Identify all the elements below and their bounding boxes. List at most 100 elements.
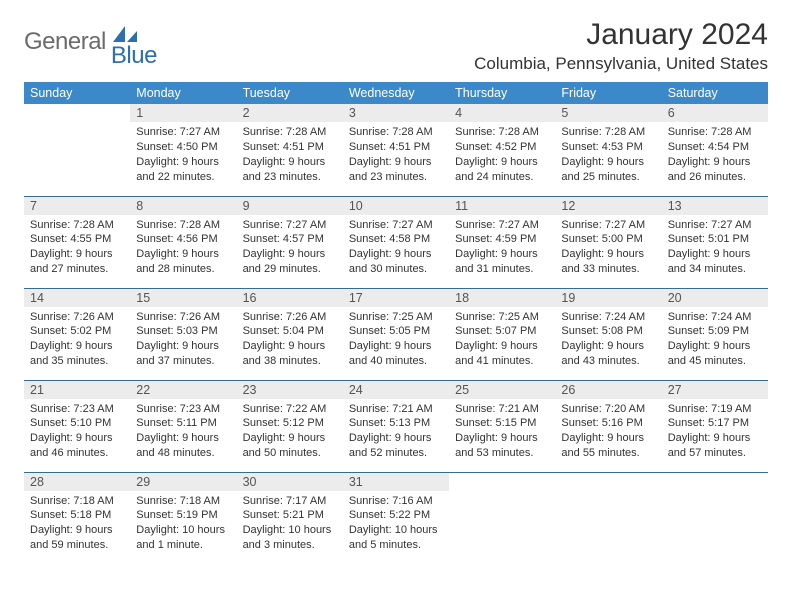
sunrise: Sunrise: 7:27 AM xyxy=(668,218,762,233)
weekday-header: Wednesday xyxy=(343,82,449,104)
day-data: Sunrise: 7:21 AMSunset: 5:15 PMDaylight:… xyxy=(449,399,555,467)
daylight-line2: and 55 minutes. xyxy=(561,446,655,461)
daylight-line1: Daylight: 9 hours xyxy=(136,247,230,262)
daylight-line1: Daylight: 9 hours xyxy=(455,155,549,170)
daylight-line2: and 34 minutes. xyxy=(668,262,762,277)
day-number: 21 xyxy=(24,381,130,399)
calendar-cell: 1Sunrise: 7:27 AMSunset: 4:50 PMDaylight… xyxy=(130,104,236,196)
day-number: 1 xyxy=(130,104,236,122)
day-data: Sunrise: 7:28 AMSunset: 4:53 PMDaylight:… xyxy=(555,122,661,190)
calendar-body: 1Sunrise: 7:27 AMSunset: 4:50 PMDaylight… xyxy=(24,104,768,564)
daylight-line1: Daylight: 9 hours xyxy=(243,247,337,262)
day-data: Sunrise: 7:20 AMSunset: 5:16 PMDaylight:… xyxy=(555,399,661,467)
calendar-cell xyxy=(24,104,130,196)
sunrise: Sunrise: 7:27 AM xyxy=(561,218,655,233)
day-number: 12 xyxy=(555,197,661,215)
calendar-cell: 19Sunrise: 7:24 AMSunset: 5:08 PMDayligh… xyxy=(555,288,661,380)
calendar-cell: 25Sunrise: 7:21 AMSunset: 5:15 PMDayligh… xyxy=(449,380,555,472)
sunset: Sunset: 4:51 PM xyxy=(349,140,443,155)
sunset: Sunset: 5:17 PM xyxy=(668,416,762,431)
sunrise: Sunrise: 7:23 AM xyxy=(30,402,124,417)
calendar-cell: 16Sunrise: 7:26 AMSunset: 5:04 PMDayligh… xyxy=(237,288,343,380)
daylight-line1: Daylight: 9 hours xyxy=(30,247,124,262)
day-data: Sunrise: 7:27 AMSunset: 5:00 PMDaylight:… xyxy=(555,215,661,283)
calendar-cell: 23Sunrise: 7:22 AMSunset: 5:12 PMDayligh… xyxy=(237,380,343,472)
calendar-cell: 26Sunrise: 7:20 AMSunset: 5:16 PMDayligh… xyxy=(555,380,661,472)
day-number: 14 xyxy=(24,289,130,307)
daylight-line2: and 40 minutes. xyxy=(349,354,443,369)
calendar-cell: 24Sunrise: 7:21 AMSunset: 5:13 PMDayligh… xyxy=(343,380,449,472)
sunset: Sunset: 4:57 PM xyxy=(243,232,337,247)
daylight-line1: Daylight: 9 hours xyxy=(136,339,230,354)
weekday-header: Monday xyxy=(130,82,236,104)
daylight-line2: and 52 minutes. xyxy=(349,446,443,461)
day-number: 20 xyxy=(662,289,768,307)
day-number: 27 xyxy=(662,381,768,399)
daylight-line2: and 28 minutes. xyxy=(136,262,230,277)
sunrise: Sunrise: 7:28 AM xyxy=(243,125,337,140)
sunset: Sunset: 5:15 PM xyxy=(455,416,549,431)
sunrise: Sunrise: 7:28 AM xyxy=(136,218,230,233)
day-number: 8 xyxy=(130,197,236,215)
daylight-line1: Daylight: 9 hours xyxy=(349,339,443,354)
sunset: Sunset: 5:18 PM xyxy=(30,508,124,523)
calendar-page: General Blue January 2024 Columbia, Penn… xyxy=(0,0,792,576)
logo: General Blue xyxy=(24,24,187,59)
daylight-line2: and 46 minutes. xyxy=(30,446,124,461)
sunset: Sunset: 5:21 PM xyxy=(243,508,337,523)
sunset: Sunset: 5:19 PM xyxy=(136,508,230,523)
sunrise: Sunrise: 7:17 AM xyxy=(243,494,337,509)
sunrise: Sunrise: 7:26 AM xyxy=(243,310,337,325)
daylight-line1: Daylight: 9 hours xyxy=(668,247,762,262)
calendar-table: SundayMondayTuesdayWednesdayThursdayFrid… xyxy=(24,82,768,564)
daylight-line1: Daylight: 9 hours xyxy=(30,431,124,446)
calendar-week: 1Sunrise: 7:27 AMSunset: 4:50 PMDaylight… xyxy=(24,104,768,196)
calendar-cell: 30Sunrise: 7:17 AMSunset: 5:21 PMDayligh… xyxy=(237,472,343,564)
day-data: Sunrise: 7:27 AMSunset: 5:01 PMDaylight:… xyxy=(662,215,768,283)
sunset: Sunset: 5:22 PM xyxy=(349,508,443,523)
daylight-line2: and 5 minutes. xyxy=(349,538,443,553)
calendar-cell: 28Sunrise: 7:18 AMSunset: 5:18 PMDayligh… xyxy=(24,472,130,564)
sunrise: Sunrise: 7:28 AM xyxy=(30,218,124,233)
day-data: Sunrise: 7:23 AMSunset: 5:10 PMDaylight:… xyxy=(24,399,130,467)
sunrise: Sunrise: 7:21 AM xyxy=(455,402,549,417)
weekday-header: Sunday xyxy=(24,82,130,104)
daylight-line2: and 26 minutes. xyxy=(668,170,762,185)
calendar-cell: 21Sunrise: 7:23 AMSunset: 5:10 PMDayligh… xyxy=(24,380,130,472)
calendar-cell: 11Sunrise: 7:27 AMSunset: 4:59 PMDayligh… xyxy=(449,196,555,288)
sunset: Sunset: 5:00 PM xyxy=(561,232,655,247)
day-data: Sunrise: 7:26 AMSunset: 5:03 PMDaylight:… xyxy=(130,307,236,375)
day-data: Sunrise: 7:28 AMSunset: 4:52 PMDaylight:… xyxy=(449,122,555,190)
calendar-cell: 18Sunrise: 7:25 AMSunset: 5:07 PMDayligh… xyxy=(449,288,555,380)
daylight-line1: Daylight: 9 hours xyxy=(561,431,655,446)
sunset: Sunset: 5:02 PM xyxy=(30,324,124,339)
calendar-cell: 6Sunrise: 7:28 AMSunset: 4:54 PMDaylight… xyxy=(662,104,768,196)
daylight-line2: and 1 minute. xyxy=(136,538,230,553)
sunset: Sunset: 4:52 PM xyxy=(455,140,549,155)
daylight-line1: Daylight: 9 hours xyxy=(243,339,337,354)
sunset: Sunset: 4:53 PM xyxy=(561,140,655,155)
day-data: Sunrise: 7:22 AMSunset: 5:12 PMDaylight:… xyxy=(237,399,343,467)
daylight-line2: and 30 minutes. xyxy=(349,262,443,277)
sunrise: Sunrise: 7:25 AM xyxy=(455,310,549,325)
daylight-line2: and 23 minutes. xyxy=(243,170,337,185)
day-number: 10 xyxy=(343,197,449,215)
daylight-line1: Daylight: 9 hours xyxy=(349,155,443,170)
sunset: Sunset: 5:11 PM xyxy=(136,416,230,431)
daylight-line2: and 24 minutes. xyxy=(455,170,549,185)
title-block: January 2024 Columbia, Pennsylvania, Uni… xyxy=(474,18,768,74)
sunset: Sunset: 5:13 PM xyxy=(349,416,443,431)
daylight-line2: and 41 minutes. xyxy=(455,354,549,369)
sunrise: Sunrise: 7:23 AM xyxy=(136,402,230,417)
day-number: 9 xyxy=(237,197,343,215)
daylight-line1: Daylight: 9 hours xyxy=(349,247,443,262)
logo-text-blue: Blue xyxy=(111,42,157,70)
calendar-week: 21Sunrise: 7:23 AMSunset: 5:10 PMDayligh… xyxy=(24,380,768,472)
calendar-cell: 5Sunrise: 7:28 AMSunset: 4:53 PMDaylight… xyxy=(555,104,661,196)
day-data: Sunrise: 7:27 AMSunset: 4:59 PMDaylight:… xyxy=(449,215,555,283)
daylight-line1: Daylight: 9 hours xyxy=(136,155,230,170)
sunrise: Sunrise: 7:26 AM xyxy=(30,310,124,325)
calendar-cell: 7Sunrise: 7:28 AMSunset: 4:55 PMDaylight… xyxy=(24,196,130,288)
sunset: Sunset: 5:03 PM xyxy=(136,324,230,339)
daylight-line2: and 59 minutes. xyxy=(30,538,124,553)
